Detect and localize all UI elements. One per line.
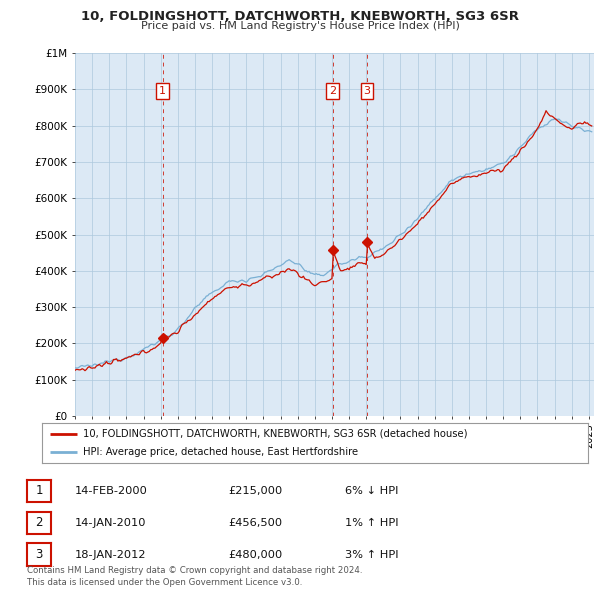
Text: 10, FOLDINGSHOTT, DATCHWORTH, KNEBWORTH, SG3 6SR (detached house): 10, FOLDINGSHOTT, DATCHWORTH, KNEBWORTH,… — [83, 429, 467, 439]
Text: 2: 2 — [35, 516, 43, 529]
Text: 3% ↑ HPI: 3% ↑ HPI — [345, 550, 398, 559]
Text: 6% ↓ HPI: 6% ↓ HPI — [345, 486, 398, 496]
Text: 3: 3 — [35, 548, 43, 561]
Text: 14-JAN-2010: 14-JAN-2010 — [75, 518, 146, 527]
Text: 3: 3 — [364, 86, 371, 96]
Text: 1% ↑ HPI: 1% ↑ HPI — [345, 518, 398, 527]
Text: Contains HM Land Registry data © Crown copyright and database right 2024.
This d: Contains HM Land Registry data © Crown c… — [27, 566, 362, 587]
Text: 1: 1 — [159, 86, 166, 96]
Text: £215,000: £215,000 — [228, 486, 282, 496]
Text: Price paid vs. HM Land Registry's House Price Index (HPI): Price paid vs. HM Land Registry's House … — [140, 21, 460, 31]
Text: 14-FEB-2000: 14-FEB-2000 — [75, 486, 148, 496]
Text: 18-JAN-2012: 18-JAN-2012 — [75, 550, 146, 559]
Text: 2: 2 — [329, 86, 336, 96]
Text: 1: 1 — [35, 484, 43, 497]
Text: 10, FOLDINGSHOTT, DATCHWORTH, KNEBWORTH, SG3 6SR: 10, FOLDINGSHOTT, DATCHWORTH, KNEBWORTH,… — [81, 10, 519, 23]
Text: £480,000: £480,000 — [228, 550, 282, 559]
Text: HPI: Average price, detached house, East Hertfordshire: HPI: Average price, detached house, East… — [83, 447, 358, 457]
Text: £456,500: £456,500 — [228, 518, 282, 527]
